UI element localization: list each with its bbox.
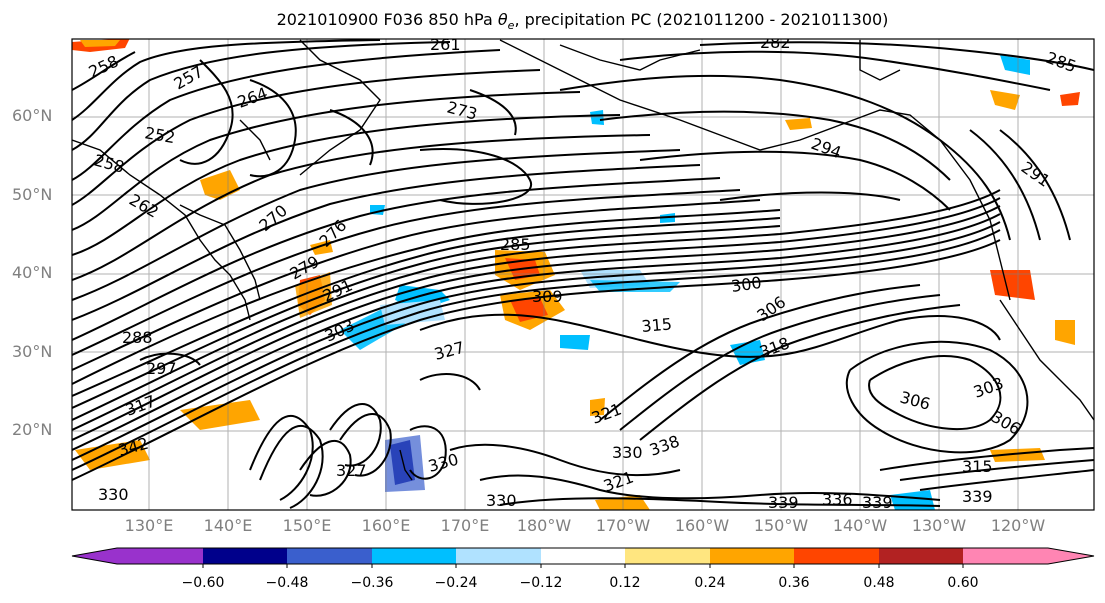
theta-e-contours	[72, 39, 1094, 509]
contour-label: 336	[822, 490, 853, 509]
colorbar-tick-label: −0.60	[181, 575, 225, 591]
contour-label: 300	[730, 273, 763, 296]
colorbar-tick-label: 0.12	[609, 575, 641, 591]
lon-label: 130°W	[911, 516, 967, 535]
colorbar-extend-max	[1048, 548, 1094, 564]
colorbar-tick-label: −0.48	[265, 575, 309, 591]
colorbar-tick-label: 0.36	[778, 575, 810, 591]
lon-label: 140°E	[203, 516, 253, 535]
contour-label: 297	[146, 359, 177, 378]
colorbar-extend-min	[72, 548, 117, 564]
lat-label-20n: 20°N	[12, 420, 53, 439]
lon-label: 140°W	[832, 516, 888, 535]
colorbar-tick-label: −0.24	[434, 575, 478, 591]
lon-label: 170°W	[595, 516, 651, 535]
colorbar-tick-label: 0.48	[863, 575, 895, 591]
contour-label: 339	[962, 487, 993, 506]
lon-label: 160°E	[361, 516, 411, 535]
contour-label: 315	[641, 314, 673, 336]
colorbar-tick-label: −0.36	[350, 575, 394, 591]
contour-label: 330	[98, 485, 129, 504]
map-frame	[71, 38, 1095, 511]
contour-label: 330	[486, 491, 517, 510]
contour-label: 282	[760, 33, 791, 52]
lat-label-30n: 30°N	[12, 342, 53, 361]
lon-label: 150°E	[282, 516, 332, 535]
lat-label-60n: 60°N	[12, 106, 53, 125]
contour-label: 327	[336, 461, 367, 480]
lon-label: 130°E	[124, 516, 174, 535]
contour-label: 339	[768, 493, 799, 512]
lon-label: 160°W	[674, 516, 730, 535]
lat-label-50n: 50°N	[12, 185, 53, 204]
contour-label: 285	[500, 235, 531, 254]
contour-label: 309	[532, 287, 563, 306]
map-title: 2021010900 F036 850 hPa θe, precipitatio…	[276, 10, 889, 33]
lon-label: 170°E	[440, 516, 490, 535]
contour-label: 339	[862, 493, 893, 512]
lon-label: 120°W	[990, 516, 1046, 535]
coastlines	[72, 39, 1094, 481]
contour-label: 315	[962, 457, 993, 476]
colorbar-tick-label: −0.12	[519, 575, 563, 591]
lat-label-40n: 40°N	[12, 263, 53, 282]
lon-label: 150°W	[753, 516, 809, 535]
contour-label: 288	[122, 328, 153, 347]
colorbar-tick-label: 0.60	[947, 575, 979, 591]
lon-label: 180°W	[516, 516, 572, 535]
colorbar-tick-label: 0.24	[694, 575, 726, 591]
colorbar	[71, 547, 1095, 568]
contour-label: 330	[612, 443, 643, 462]
contour-label: 261	[430, 35, 461, 54]
